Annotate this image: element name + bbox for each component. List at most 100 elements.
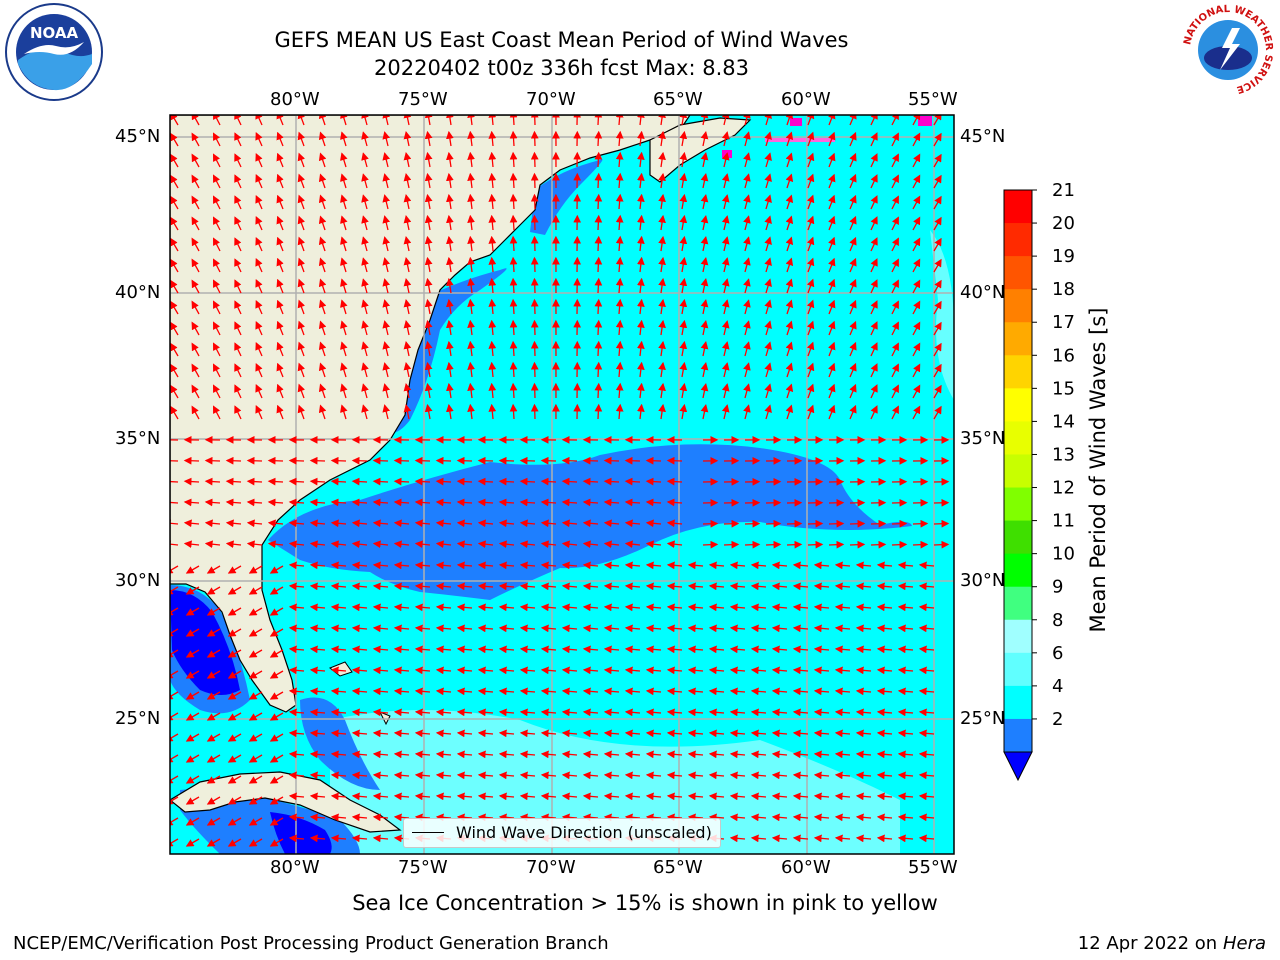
wave-arrow	[227, 607, 242, 616]
wave-arrow	[813, 729, 830, 738]
wave-arrow	[645, 540, 662, 549]
wave-arrow	[933, 540, 950, 549]
wave-arrow	[382, 131, 391, 147]
wave-arrow	[276, 194, 284, 210]
wave-arrow	[828, 519, 845, 528]
wave-arrow	[206, 712, 221, 721]
wave-arrow	[624, 498, 641, 507]
wave-arrow	[849, 152, 857, 168]
wave-arrow	[340, 383, 348, 399]
colorbar-tick-label: 8	[1052, 610, 1063, 631]
wave-arrow	[891, 384, 899, 399]
wave-arrow	[403, 299, 412, 315]
colorbar-segment	[1004, 289, 1032, 323]
wave-arrow	[721, 131, 730, 147]
wave-arrow	[645, 666, 662, 675]
wave-arrow	[636, 172, 645, 189]
wave-arrow	[876, 729, 893, 738]
wave-arrow	[891, 300, 899, 315]
wave-arrow	[498, 645, 515, 654]
wave-arrow	[309, 666, 326, 675]
wave-arrow	[393, 771, 410, 780]
wave-arrow	[750, 624, 767, 633]
wave-arrow	[372, 645, 389, 654]
wave-arrow	[246, 519, 263, 528]
wave-arrow	[170, 132, 179, 147]
wave-arrow	[288, 498, 305, 507]
lon-tick-top-70: 70°W	[526, 89, 576, 110]
wave-arrow	[834, 729, 851, 738]
wave-arrow	[876, 687, 893, 696]
wave-arrow	[771, 561, 788, 570]
band-below-2-cuba	[270, 812, 332, 854]
wave-arrow	[834, 708, 851, 717]
wave-arrow	[876, 750, 893, 759]
wave-arrow	[828, 236, 836, 252]
wave-arrow	[372, 519, 389, 528]
wave-arrow	[750, 603, 767, 612]
wave-arrow	[540, 645, 557, 654]
nws-logo: NATIONAL WEATHER SERVICE	[1178, 0, 1278, 100]
wave-arrow	[891, 363, 899, 378]
wave-arrow	[255, 321, 263, 336]
wave-arrow	[721, 152, 730, 168]
wave-arrow	[498, 477, 515, 486]
wave-arrow	[372, 771, 389, 780]
wave-arrow	[393, 624, 410, 633]
wave-arrow	[743, 173, 751, 189]
wave-arrow	[933, 174, 942, 189]
wave-arrow	[446, 403, 454, 420]
wave-arrow	[645, 603, 662, 612]
wave-arrow	[582, 666, 599, 675]
wave-arrow	[185, 712, 200, 721]
wave-arrow	[288, 624, 305, 633]
wave-arrow	[424, 361, 433, 378]
wave-arrow	[424, 151, 433, 168]
wave-arrow	[424, 115, 433, 126]
wave-arrow	[288, 645, 305, 654]
wave-arrow	[687, 645, 704, 654]
wave-arrow	[246, 456, 263, 465]
wave-arrow	[897, 624, 914, 633]
wave-arrow	[170, 342, 179, 357]
wave-arrow	[318, 115, 327, 126]
wave-arrow	[185, 565, 200, 574]
wave-arrow	[403, 115, 412, 126]
wave-arrow	[708, 708, 725, 717]
wave-arrow	[288, 708, 305, 717]
wave-arrow	[340, 194, 348, 210]
wave-arrow	[393, 603, 410, 612]
wave-arrow	[467, 361, 475, 378]
wave-arrow	[849, 540, 866, 549]
wave-arrow	[372, 603, 389, 612]
wave-arrow	[897, 687, 914, 696]
wave-arrow	[806, 152, 815, 168]
wave-arrow	[645, 624, 662, 633]
wave-arrow	[213, 363, 221, 378]
wave-arrow	[498, 624, 515, 633]
wave-arrow	[615, 130, 624, 147]
wave-arrow	[658, 361, 666, 378]
wave-arrow	[170, 174, 179, 189]
wave-arrow	[351, 477, 368, 486]
wave-arrow	[870, 300, 878, 315]
wave-arrow	[170, 691, 179, 700]
wave-arrow	[855, 687, 872, 696]
wave-arrow	[658, 193, 666, 210]
wave-arrow	[636, 256, 645, 273]
wave-arrow	[318, 362, 327, 378]
wave-arrow	[191, 405, 200, 420]
wave-arrow	[849, 404, 857, 420]
wave-arrow	[191, 342, 200, 357]
wave-arrow	[918, 666, 935, 675]
wave-arrow	[361, 115, 369, 126]
wave-arrow	[393, 750, 410, 759]
wave-arrow	[276, 341, 284, 357]
colorbar-segment	[1004, 355, 1032, 389]
wave-arrow	[792, 624, 809, 633]
wave-arrow	[540, 792, 557, 801]
wave-arrow	[456, 477, 473, 486]
wave-arrow	[170, 384, 179, 399]
wave-arrow	[170, 237, 179, 252]
colorbar-tick-label: 6	[1052, 643, 1063, 664]
